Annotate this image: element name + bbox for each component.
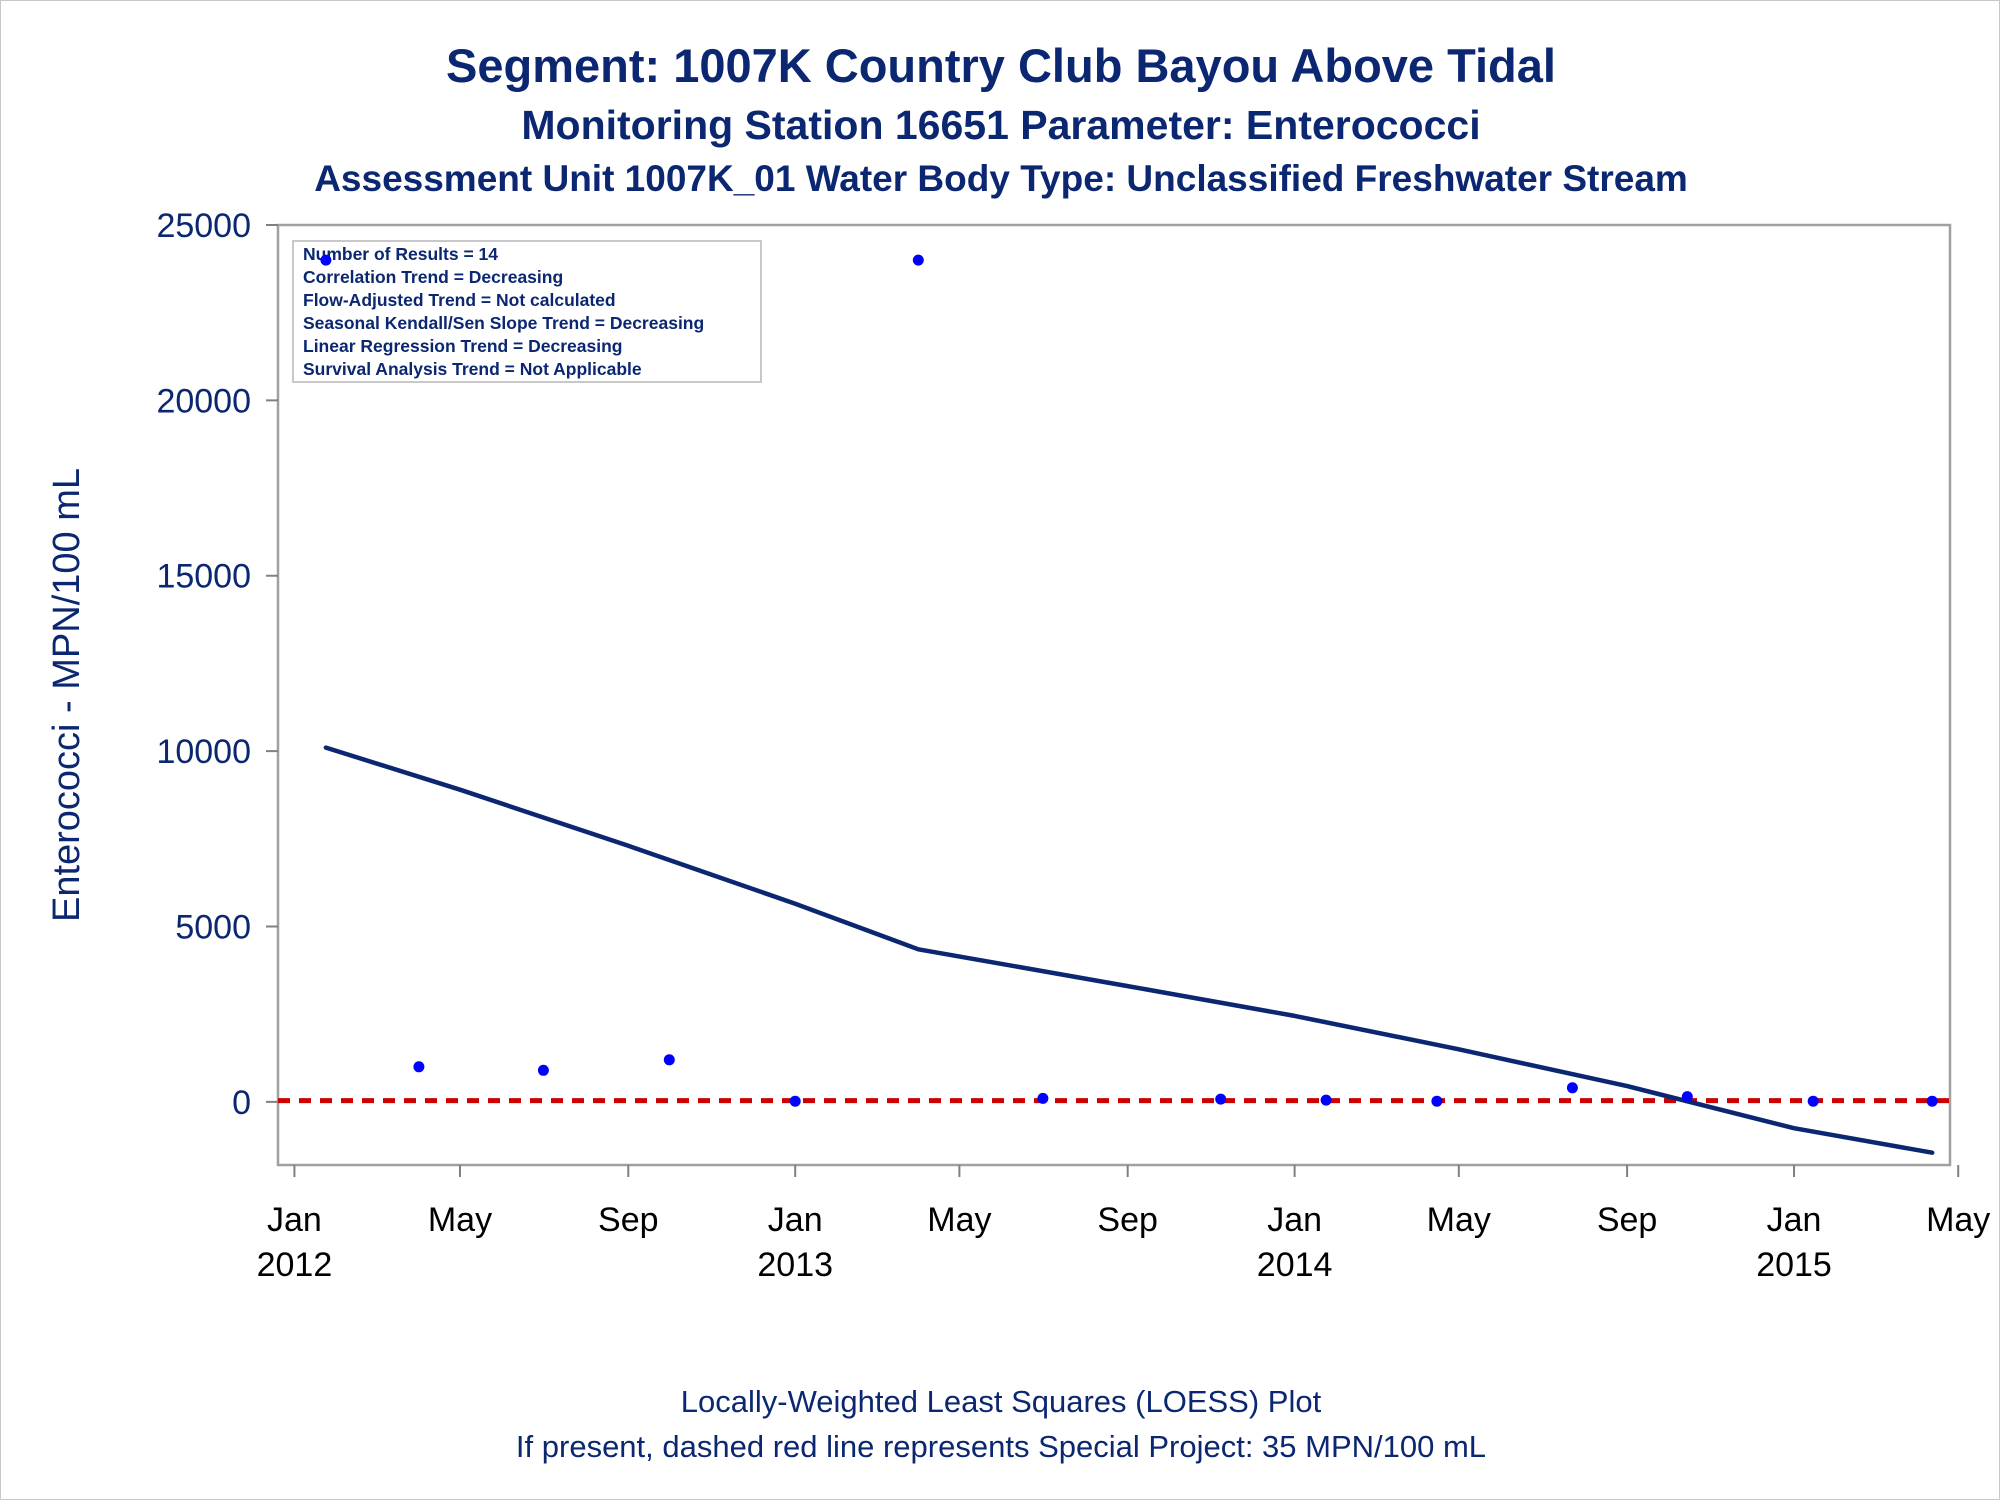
data-point: [1037, 1092, 1049, 1104]
data-point: [663, 1054, 675, 1066]
data-point: [912, 254, 924, 266]
x-tick-year-label: 2015: [1756, 1246, 1832, 1284]
chart-subtitle-station: Monitoring Station 16651 Parameter: Ente…: [521, 102, 1480, 148]
x-tick-year-label: 2012: [257, 1246, 333, 1284]
stats-inset: Number of Results = 14 Correlation Trend…: [292, 240, 762, 383]
stat-number-of-results: Number of Results = 14: [303, 244, 498, 264]
x-tick-label: Sep: [1597, 1201, 1658, 1239]
stat-flow-adjusted-trend: Flow-Adjusted Trend = Not calculated: [303, 290, 616, 310]
chart-subtitle-assessment: Assessment Unit 1007K_01 Water Body Type…: [314, 158, 1688, 199]
footnote-loess: Locally-Weighted Least Squares (LOESS) P…: [681, 1384, 1322, 1419]
y-tick-label: 0: [232, 1084, 251, 1122]
x-tick-label: Jan: [1767, 1201, 1822, 1239]
x-axis: Jan 2012 May Sep Jan 2013 May Sep Jan 2014 May Sep J…: [257, 1165, 1990, 1284]
stat-correlation-trend: Correlation Trend = Decreasing: [303, 267, 563, 287]
footnote-reference-line: If present, dashed red line represents S…: [516, 1429, 1486, 1464]
loess-line: [323, 745, 1935, 1155]
plot-frame: [276, 223, 1952, 1167]
data-point: [320, 254, 332, 266]
series-layer: [278, 254, 1950, 1155]
stat-seasonal-kendall-trend: Seasonal Kendall/Sen Slope Trend = Decre…: [303, 313, 704, 333]
data-point: [789, 1095, 801, 1107]
x-tick-label: Jan: [1267, 1201, 1322, 1239]
stat-survival-analysis-trend: Survival Analysis Trend = Not Applicable: [303, 359, 642, 379]
x-tick-label: Jan: [267, 1201, 322, 1239]
x-tick-year-label: 2014: [1257, 1246, 1333, 1284]
data-point: [1215, 1093, 1227, 1105]
stats-inset-box: [292, 240, 762, 383]
stat-linear-regression-trend: Linear Regression Trend = Decreasing: [303, 336, 623, 356]
y-axis-label: Enterococci - MPN/100 mL: [46, 468, 88, 922]
x-tick-label: May: [428, 1201, 492, 1239]
data-point: [413, 1061, 425, 1073]
data-point: [1926, 1095, 1938, 1107]
y-tick-label: 25000: [156, 207, 251, 245]
x-tick-label: Jan: [768, 1201, 823, 1239]
data-point: [1681, 1091, 1693, 1103]
y-tick-label: 20000: [156, 382, 251, 420]
y-tick-label: 10000: [156, 733, 251, 771]
x-tick-year-label: 2013: [757, 1246, 833, 1284]
x-tick-label: May: [1427, 1201, 1491, 1239]
x-tick-label: May: [927, 1201, 991, 1239]
y-tick-label: 5000: [175, 908, 251, 946]
x-tick-label: Sep: [598, 1201, 659, 1239]
data-point: [1807, 1095, 1819, 1107]
y-tick-label: 15000: [156, 558, 251, 596]
data-point: [537, 1064, 549, 1076]
x-tick-label: May: [1926, 1201, 1990, 1239]
data-point: [1431, 1095, 1443, 1107]
data-point: [1320, 1094, 1332, 1106]
x-tick-label: Sep: [1097, 1201, 1158, 1239]
y-axis: 0 5000 10000 15000 20000 25000: [156, 207, 278, 1122]
chart-title: Segment: 1007K Country Club Bayou Above …: [446, 39, 1556, 92]
data-point: [1566, 1082, 1578, 1094]
